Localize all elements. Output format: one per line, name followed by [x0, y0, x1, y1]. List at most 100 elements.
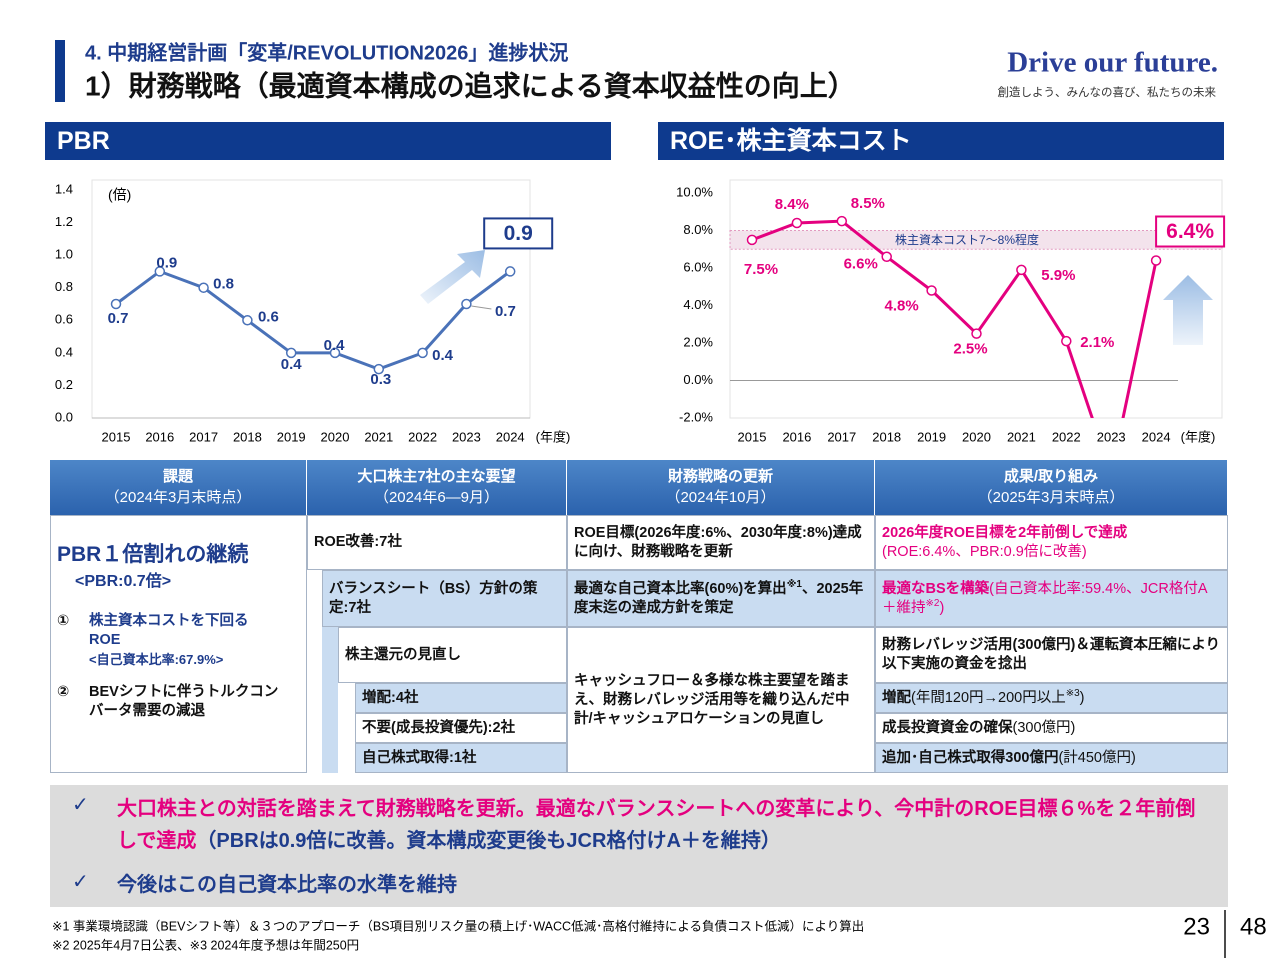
summary-highlight: 大口株主との対話を踏まえて財務戦略を更新。最適なバランスシートへの変革により、今… — [117, 798, 1196, 852]
data-label: 6.6% — [844, 256, 878, 273]
request-cell: バランスシート（BS）方針の策定:7社 — [322, 570, 567, 627]
point — [971, 328, 982, 339]
data-label: 0.4 — [281, 356, 303, 373]
data-label: 0.6 — [258, 308, 279, 325]
plot-frame — [729, 179, 1223, 419]
result-head: 成長投資資金の確保 — [882, 719, 1013, 736]
result-head: 2026年度ROE目標を2年前倒しで達成 — [882, 524, 1128, 541]
header-title: 1）財務戦略（最適資本構成の追求による資本収益性の向上） — [85, 69, 856, 101]
highlight-box — [483, 217, 554, 250]
band-label: 株主資本コスト7～8%程度 — [895, 232, 1039, 247]
y-tick-label: 4.0% — [683, 297, 713, 312]
data-label: 8.4% — [775, 196, 809, 213]
result-cell: 2026年度ROE目標を2年前倒しで達成 (ROE:6.4%、PBR:0.9倍に改… — [875, 515, 1228, 570]
x-tick-label: 2020 — [962, 429, 991, 444]
header-bar — [55, 40, 65, 102]
request: 自己株式取得:1社 — [362, 749, 477, 766]
y-tick-label: 2.0% — [683, 334, 713, 349]
x-tick-label: 2017 — [827, 429, 856, 444]
point — [1061, 335, 1072, 347]
table-header: 大口株主7社の主な要望 （2024年6―9月） — [307, 460, 567, 515]
point — [198, 282, 209, 293]
result-head: 追加･自己株式取得300億円 — [882, 749, 1059, 766]
footnote: ※2 2025年4月7日公表、※3 2024年度予想は年間250円 — [52, 937, 359, 952]
summary-line: 大口株主との対話を踏まえて財務戦略を更新。最適なバランスシートへの変革により、今… — [117, 793, 1202, 857]
x-tick-label: 2019 — [917, 429, 946, 444]
data-label: 2.5% — [953, 341, 987, 358]
data-label: 0.7 — [495, 303, 516, 320]
result-text: (300億円) — [1012, 719, 1076, 736]
leader-line — [471, 305, 492, 310]
point — [926, 285, 937, 296]
point — [285, 347, 297, 359]
result-text: ) — [939, 599, 945, 616]
header-text: 大口株主7社の主な要望 — [357, 468, 516, 485]
point — [329, 347, 341, 359]
point — [417, 347, 428, 359]
result-head: 増配 — [882, 689, 911, 706]
text: 最適な自己資本比率(60%)を算出 — [574, 580, 787, 597]
summary-text: （PBRは0.9倍に改善。資本構成変更後もJCR格付けA＋を維持） — [196, 830, 781, 852]
request-cell: ROE改善:7社 — [307, 515, 567, 570]
slide-number: 23 — [1183, 913, 1210, 940]
request-cell: 不要(成長投資優先):2社 — [355, 713, 567, 743]
table-header: 財務戦略の更新 （2024年10月） — [567, 460, 875, 515]
data-label: 0.8 — [213, 276, 234, 293]
x-tick-label: 2021 — [364, 429, 393, 444]
strategy-cell: 最適な自己資本比率(60%)を算出※1、2025年度末迄の達成方針を策定 — [567, 570, 875, 627]
summary-box — [50, 785, 1228, 907]
up-arrow — [420, 250, 485, 304]
y-tick-label: 8.0% — [683, 222, 713, 237]
y-tick-label: 0.0% — [683, 372, 713, 387]
issue-cell: PBR１倍割れの継続 <PBR:0.7倍> ① 株主資本コストを下回るROE <自… — [50, 515, 307, 773]
item-body: 株主資本コストを下回るROE <自己資本比率:67.9%> — [89, 612, 279, 669]
series — [110, 266, 516, 375]
up-arrow — [1163, 275, 1213, 345]
total-pages: 48 — [1240, 913, 1267, 940]
point — [1150, 255, 1162, 266]
result-cell: 財務レバレッジ活用(300億円)＆運転資本圧縮により以下実施の資金を捻出 — [875, 627, 1228, 683]
request: ROE改善:7社 — [314, 534, 402, 550]
x-tick-label: 2016 — [145, 429, 174, 444]
x-tick-label: 2017 — [189, 429, 218, 444]
item-number: ① — [57, 613, 70, 629]
data-label: 0.4 — [324, 337, 346, 354]
data-label: 0.9 — [504, 222, 533, 245]
header-text: 課題 — [162, 468, 193, 485]
y-tick-label: 6.0% — [683, 259, 713, 274]
data-label: 6.4% — [1166, 220, 1214, 243]
summary-line: 今後はこの自己資本比率の水準を維持 — [117, 874, 457, 896]
result-text: 財務レバレッジ活用(300億円)＆運転資本圧縮により以下実施の資金を捻出 — [882, 637, 1221, 672]
header-subtitle: 4. 中期経営計画「変革/REVOLUTION2026」進捗状況 — [85, 40, 568, 64]
result-text: (自己資本比率:59.4%、JCR格付A＋維持 — [882, 580, 1208, 616]
series-line — [115, 269, 512, 371]
text: 、2025年度末迄の達成方針を策定 — [574, 580, 864, 616]
point — [791, 217, 803, 229]
section-title: PBR — [45, 122, 611, 160]
highlight-box — [1155, 215, 1226, 248]
x-tick-label: 2016 — [782, 429, 811, 444]
data-label: 7.5% — [744, 261, 778, 278]
issue-title: PBR１倍割れの継続 — [57, 543, 249, 566]
issue-sub: <PBR:0.7倍> — [75, 573, 172, 590]
y-axis-unit: (倍) — [108, 187, 131, 203]
header-text: 財務戦略の更新 — [667, 468, 773, 485]
pbr-chart: 0.0 0.2 0.4 0.6 0.8 1.0 1.2 1.4 (倍) (年度) 2015 2016 2… — [55, 181, 570, 444]
x-tick-label: 2021 — [1007, 429, 1036, 444]
x-axis-unit: (年度) — [1181, 429, 1216, 444]
footnote: ※1 事業環境認識（BEVシフト等）＆３つのアプローチ（BS項目別リスク量の積上… — [52, 918, 864, 933]
request: 不要(成長投資優先):2社 — [362, 719, 516, 736]
point — [461, 298, 472, 310]
y-tick-label: -2.0% — [679, 409, 713, 424]
x-tick-label: 2019 — [277, 429, 306, 444]
strategy: キャッシュフロー＆多様な株主要望を踏まえ、財務レバレッジ活用等を織り込んだ中計/… — [574, 672, 850, 727]
tagline: 創造しよう、みんなの喜び、私たちの未来 — [998, 85, 1217, 99]
point — [881, 251, 892, 262]
data-label: 4.8% — [884, 297, 918, 314]
footnote-ref: ※3 — [1065, 687, 1080, 699]
point — [154, 266, 166, 277]
x-tick-label: 2024 — [496, 429, 525, 444]
result-head: 最適なBSを構築 — [882, 580, 990, 597]
data-label: 0.7 — [108, 310, 129, 327]
